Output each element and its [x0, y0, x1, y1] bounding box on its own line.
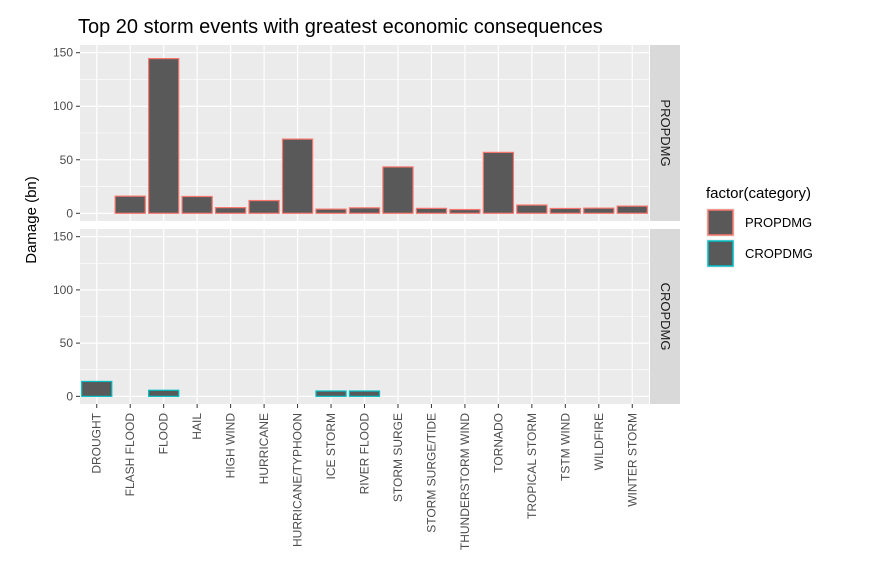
facet-strip-label: PROPDMG: [658, 99, 673, 166]
facet-strip: [650, 229, 680, 404]
bar-propdmg-tropical-storm: [516, 204, 548, 214]
facet-strip-label: CROPDMG: [658, 283, 673, 351]
bar-propdmg-storm-surge-tide: [415, 207, 448, 214]
y-tick-label: 0: [66, 206, 73, 220]
y-tick-label: 0: [66, 389, 73, 403]
legend-swatch-cropdmg: [707, 240, 734, 267]
x-tick-label: TSTM WIND: [558, 413, 572, 481]
facet-strip: [650, 45, 680, 221]
x-tick-label: DROUGHT: [90, 412, 104, 473]
bar-cropdmg-drought: [81, 380, 113, 397]
legend-swatch-propdmg: [707, 209, 734, 236]
bar-cropdmg-flood: [148, 389, 180, 397]
y-tick-label: 150: [53, 46, 73, 60]
legend: factor(category) PROPDMG CROPDMG: [706, 185, 813, 268]
y-tick-label: 100: [53, 283, 73, 297]
bar-propdmg-hail: [181, 195, 213, 214]
x-tick-label: THUNDERSTORM WIND: [458, 413, 472, 550]
legend-label-propdmg: PROPDMG: [745, 215, 812, 230]
x-axis-ticks: DROUGHT FLASH FLOOD FLOOD HAIL HIGH WIND HURR…: [90, 404, 639, 550]
x-tick-label: HIGH WIND: [224, 413, 238, 479]
bar-propdmg-hurricane-typhoon: [281, 138, 314, 214]
x-tick-label: ICE STORM: [324, 413, 338, 479]
bar-propdmg-river-flood: [348, 207, 381, 214]
bar-propdmg-high-wind: [214, 207, 247, 214]
y-tick-label: 150: [53, 230, 73, 244]
facet-panel-propdmg: 0 50 100 150 PROPDMG: [53, 45, 680, 221]
bar-propdmg-winter-storm: [616, 205, 648, 214]
legend-title: factor(category): [706, 185, 811, 202]
bar-propdmg-tornado: [482, 151, 515, 214]
legend-entries: PROPDMG CROPDMG: [706, 208, 813, 268]
bar-propdmg-flash-flood: [114, 195, 146, 214]
bar-propdmg-ice-storm: [315, 208, 347, 214]
y-tick-label: 50: [60, 153, 74, 167]
x-tick-label: HURRICANE/TYPHOON: [291, 413, 305, 547]
facet-panels: 0 50 100 150 PROPDMG 0 50 100 150 CROPDMG: [53, 45, 680, 404]
bar-propdmg-thunderstorm-wind: [449, 208, 481, 214]
x-tick-label: WINTER STORM: [625, 413, 639, 507]
bar-cropdmg-river-flood: [348, 390, 381, 397]
x-tick-label: TORNADO: [491, 413, 505, 473]
x-tick-label: HAIL: [190, 413, 204, 440]
x-tick-label: FLASH FLOOD: [123, 413, 137, 497]
bar-propdmg-hurricane: [248, 199, 280, 214]
x-tick-label: FLOOD: [157, 413, 171, 455]
bar-propdmg-wildfire: [583, 207, 615, 214]
x-tick-label: TROPICAL STORM: [525, 413, 539, 519]
x-tick-label: RIVER FLOOD: [358, 413, 372, 495]
x-tick-label: HURRICANE: [257, 413, 271, 484]
facet-panel-cropdmg: 0 50 100 150 CROPDMG: [53, 229, 680, 404]
legend-label-cropdmg: CROPDMG: [745, 246, 813, 261]
y-tick-label: 100: [53, 99, 73, 113]
y-axis-title: Damage (bn): [23, 176, 40, 264]
x-tick-label: STORM SURGE: [391, 413, 405, 502]
x-tick-label: WILDFIRE: [592, 413, 606, 470]
x-tick-label: STORM SURGE/TIDE: [424, 413, 438, 533]
chart-title: Top 20 storm events with greatest econom…: [78, 16, 603, 38]
bar-propdmg-flood: [148, 57, 180, 214]
bar-propdmg-storm-surge: [382, 166, 414, 214]
y-tick-label: 50: [60, 336, 74, 350]
bar-propdmg-tstm-wind: [549, 207, 581, 214]
bar-cropdmg-ice-storm: [315, 390, 347, 397]
